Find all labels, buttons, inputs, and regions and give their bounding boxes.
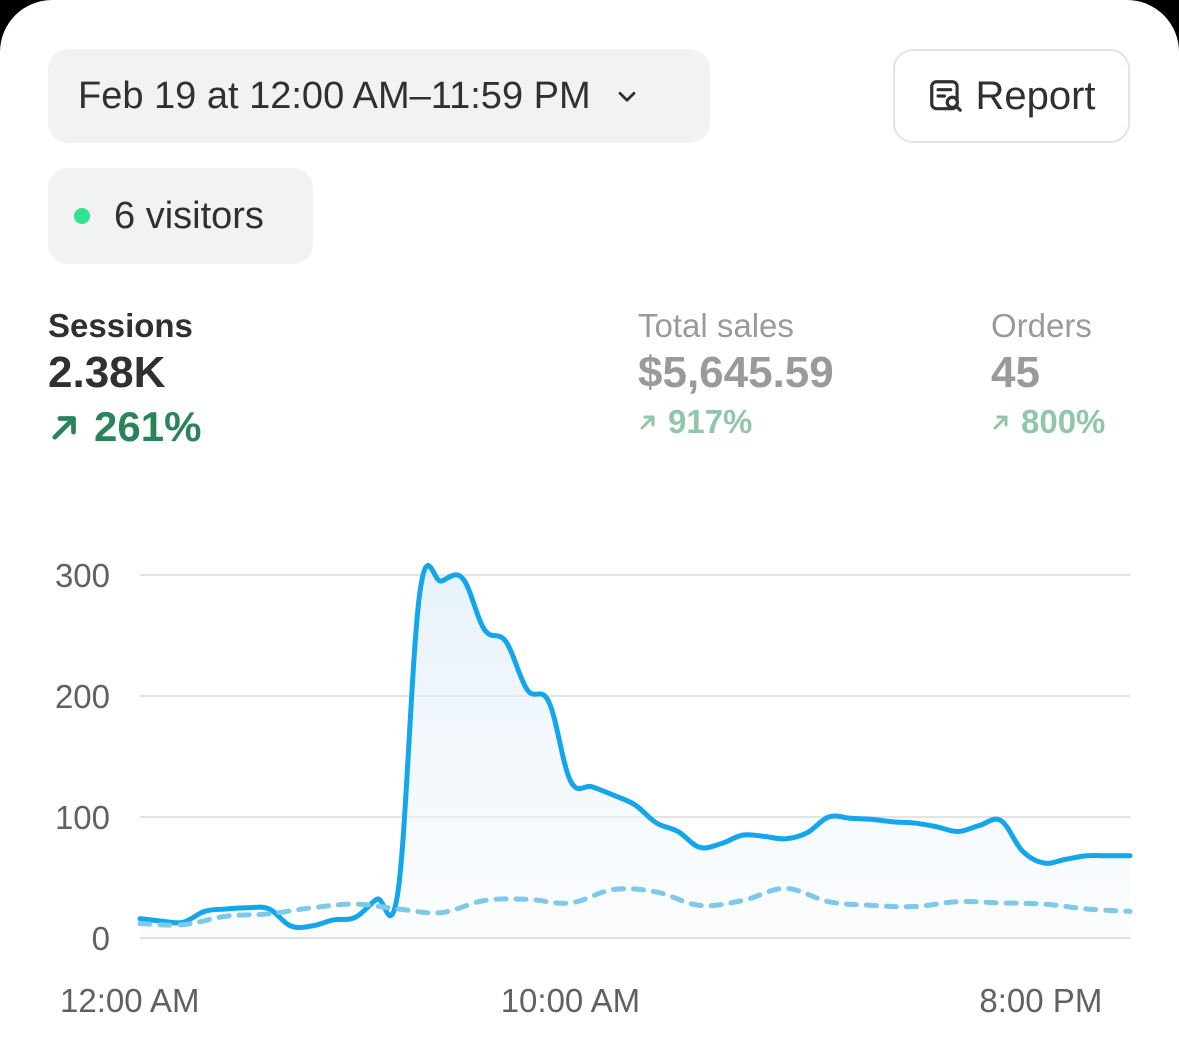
metric-delta: 917% — [638, 400, 834, 444]
y-tick-label: 0 — [92, 920, 110, 957]
metric-delta-value: 261% — [94, 403, 202, 450]
report-label: Report — [975, 73, 1096, 118]
arrow-up-right-icon — [52, 416, 76, 440]
sessions-chart[interactable]: 0 100 200 300 12:00 AM 10:00 AM 8:00 PM — [0, 540, 1179, 1055]
y-tick-label: 300 — [55, 557, 110, 594]
x-tick-label: 10:00 AM — [501, 982, 640, 1019]
date-range-picker[interactable]: Feb 19 at 12:00 AM–11:59 PM — [48, 49, 710, 143]
y-tick-label: 100 — [55, 799, 110, 836]
metric-label: Total sales — [638, 307, 794, 344]
live-visitors-badge[interactable]: 6 visitors — [48, 168, 313, 264]
report-button[interactable]: Report — [893, 49, 1130, 143]
chevron-down-icon — [618, 91, 636, 102]
metric-total-sales[interactable]: Total sales $5,645.59 917% — [638, 306, 834, 444]
metric-label: Orders — [991, 307, 1092, 344]
metric-value: 2.38K — [48, 348, 166, 397]
y-tick-label: 200 — [55, 678, 110, 715]
metric-delta-value: 800% — [1021, 403, 1106, 440]
report-icon — [930, 80, 963, 112]
metric-value: 45 — [991, 348, 1040, 397]
metric-label: Sessions — [48, 307, 193, 344]
x-tick-label: 12:00 AM — [60, 982, 199, 1019]
metric-delta: 800% — [991, 400, 1105, 444]
metric-value: $5,645.59 — [638, 348, 834, 397]
live-dot-icon — [74, 208, 90, 224]
metric-delta: 261% — [48, 400, 201, 454]
metric-delta-value: 917% — [668, 403, 753, 440]
comparison-series-line — [137, 885, 1133, 928]
sessions-area — [140, 565, 1130, 938]
metric-sessions[interactable]: Sessions 2.38K 261% — [48, 306, 201, 454]
arrow-up-right-icon — [640, 415, 655, 430]
sessions-series-line — [137, 563, 1133, 931]
visitors-label: 6 visitors — [114, 194, 264, 237]
arrow-up-right-icon — [993, 415, 1008, 430]
x-tick-label: 8:00 PM — [979, 982, 1102, 1019]
date-range-label: Feb 19 at 12:00 AM–11:59 PM — [78, 74, 591, 117]
metric-orders[interactable]: Orders 45 800% — [991, 306, 1105, 444]
